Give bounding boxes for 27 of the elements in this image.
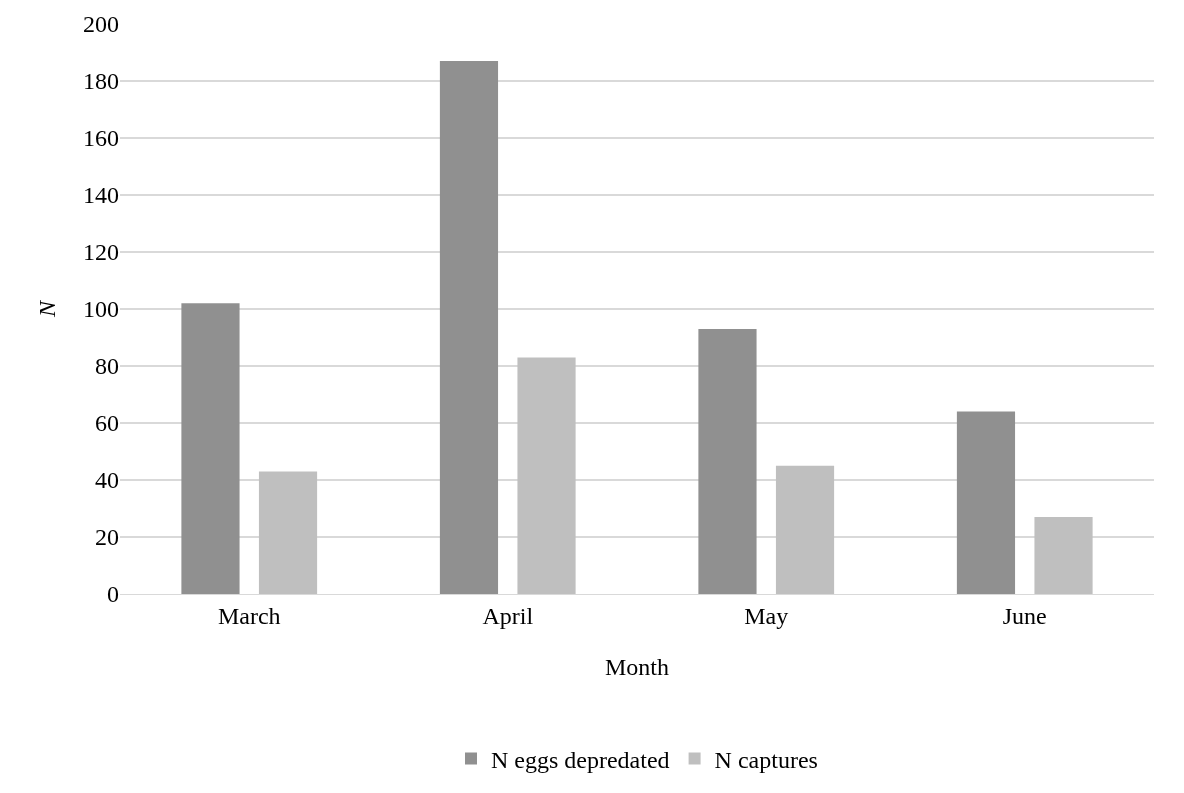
legend-label: N captures [714,746,818,773]
y-tick-label: 160 [83,125,119,152]
x-tick-label: June [1002,602,1047,629]
y-tick-label: 180 [83,68,119,95]
bar [439,61,499,594]
x-axis-title: Month [604,654,670,681]
bar [775,465,835,594]
x-tick-label: May [744,602,789,629]
y-tick-label: 60 [95,410,119,437]
y-tick-label: 140 [83,182,119,209]
y-axis-title: N [34,299,61,319]
y-tick-label: 40 [95,467,119,494]
legend-label: N eggs depredated [491,746,670,773]
y-tick-label: 100 [83,296,119,323]
bar [1034,517,1093,594]
y-tick-label: 200 [83,11,119,38]
y-tick-label: 80 [95,353,119,380]
y-tick-label: 0 [107,581,119,608]
bar [956,411,1016,594]
bar [181,303,240,594]
bar [698,328,757,594]
y-tick-label: 120 [83,239,119,266]
x-tick-label: April [482,602,534,629]
bar [517,357,576,594]
bar [258,471,318,594]
x-tick-label: March [217,602,281,629]
y-tick-label: 20 [95,524,119,551]
